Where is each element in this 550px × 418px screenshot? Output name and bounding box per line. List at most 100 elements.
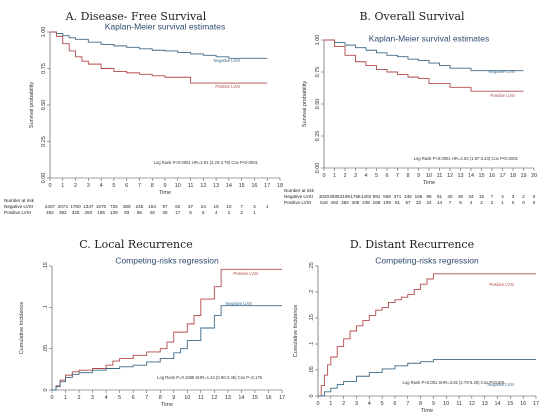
panel-title: A. Disease- Free Survival (65, 10, 207, 23)
x-tick-label: 15 (252, 395, 258, 401)
risk-value: 139 (110, 210, 118, 215)
panel-title: D. Distant Recurrence (350, 238, 474, 251)
x-tick-label: 8 (151, 183, 154, 189)
x-tick-label: 6 (393, 401, 396, 407)
y-tick-label: .15 (309, 314, 315, 322)
risk-row-label: Positive LVSI (284, 200, 311, 205)
y-tick-label: 0.75 (315, 67, 321, 78)
x-tick-label: 10 (426, 173, 432, 179)
risk-value: 2 (480, 200, 483, 205)
x-axis-label: Time (421, 408, 433, 414)
x-tick-label: 9 (163, 183, 166, 189)
risk-value: 371 (394, 194, 402, 199)
series-label-negative: Negative LVSI (488, 382, 514, 387)
risk-value: 7 (491, 194, 494, 199)
x-tick-label: 15 (239, 183, 245, 189)
y-tick-label: .05 (43, 345, 49, 353)
risk-value: 1070 (96, 204, 107, 209)
risk-value: 3 (512, 194, 515, 199)
x-tick-label: 3 (355, 401, 358, 407)
x-tick-label: 16 (251, 183, 257, 189)
risk-row-label: Positive LVSI (4, 210, 31, 215)
x-tick-label: 18 (510, 173, 516, 179)
x-tick-label: 5 (381, 401, 384, 407)
x-tick-label: 12 (447, 173, 453, 179)
x-tick-label: 17 (499, 173, 505, 179)
x-tick-label: 8 (406, 173, 409, 179)
series-label-positive: Positive LVSI (215, 84, 240, 89)
risk-value: 24 (426, 200, 432, 205)
x-tick-label: 13 (225, 395, 231, 401)
risk-value: 0 (533, 200, 536, 205)
risk-value: 40 (447, 194, 453, 199)
y-tick-label: 0.75 (41, 63, 47, 74)
series-label-negative: Negative LVSI (489, 69, 515, 74)
risk-value: 991 (373, 194, 381, 199)
series-line-negative (324, 39, 524, 72)
series-line-positive (318, 273, 536, 397)
x-tick-label: 12 (200, 183, 206, 189)
risk-value: 2407 (45, 204, 56, 209)
x-tick-label: 4 (100, 183, 103, 189)
risk-value: 2074 (58, 204, 69, 209)
risk-value: 0 (512, 200, 515, 205)
y-tick-label: 0.00 (315, 163, 321, 174)
x-tick-label: 17 (279, 395, 285, 401)
series-label-positive: Positive LVSI (490, 93, 515, 98)
risk-value: 3 (253, 204, 256, 209)
y-tick-label: 0.25 (41, 136, 47, 147)
series-label-negative: Negative LVSI (226, 301, 252, 306)
stats-annotation: Log Rank P=0.1088 SHR=1.44 (0.90-2.46) C… (157, 375, 263, 380)
risk-value: 516 (320, 200, 328, 205)
risk-value: 325 (72, 210, 80, 215)
x-tick-label: 14 (494, 401, 500, 407)
x-tick-label: 4 (364, 173, 367, 179)
panel-title: C. Local Recurrence (79, 238, 193, 251)
stats-annotation: Log Rank P<0.0001 HR=2.91 (2.23-3.79) Co… (154, 160, 259, 165)
x-tick-label: 0 (48, 183, 51, 189)
x-tick-label: 2 (78, 395, 81, 401)
y-tick-label: 0.50 (315, 99, 321, 110)
x-tick-label: 14 (468, 173, 474, 179)
risk-value: 25 (162, 210, 168, 215)
x-tick-label: 10 (175, 183, 181, 189)
risk-table-title: Number at risk (284, 188, 315, 193)
x-tick-label: 1 (329, 401, 332, 407)
risk-value: 62 (175, 204, 181, 209)
x-axis-label: Time (159, 190, 171, 196)
x-tick-label: 13 (482, 401, 488, 407)
x-tick-label: 7 (406, 401, 409, 407)
y-tick-label: .25 (309, 262, 315, 270)
risk-value: 462 (46, 210, 54, 215)
x-tick-label: 5 (112, 183, 115, 189)
y-tick-label: .1 (43, 305, 49, 310)
x-tick-label: 18 (277, 183, 283, 189)
series-line-negative (52, 305, 282, 391)
x-tick-label: 6 (385, 173, 388, 179)
series-line-negative (50, 31, 268, 59)
risk-value: 4 (215, 210, 218, 215)
risk-value: 6 (202, 210, 205, 215)
y-tick-label: .2 (309, 290, 315, 295)
x-tick-label: 1 (64, 395, 67, 401)
x-tick-label: 12 (469, 401, 475, 407)
risk-value: 246 (404, 194, 412, 199)
risk-value: 168 (373, 200, 381, 205)
risk-value: 46 (150, 210, 156, 215)
risk-value: 3020 (319, 194, 330, 199)
x-tick-label: 1 (333, 173, 336, 179)
risk-value: 109 (383, 200, 391, 205)
risk-value: 2 (228, 210, 231, 215)
x-tick-label: 6 (132, 395, 135, 401)
risk-value: 1 (501, 200, 504, 205)
x-tick-label: 7 (138, 183, 141, 189)
risk-row-label: Negative LVSI (4, 204, 33, 209)
x-tick-label: 3 (91, 395, 94, 401)
y-axis-label: Survival probability (302, 81, 308, 127)
risk-value: 98 (426, 194, 432, 199)
risk-value: 8 (189, 210, 192, 215)
series-line-positive (324, 39, 524, 92)
risk-value: 4 (501, 194, 504, 199)
risk-value: 24 (468, 194, 474, 199)
